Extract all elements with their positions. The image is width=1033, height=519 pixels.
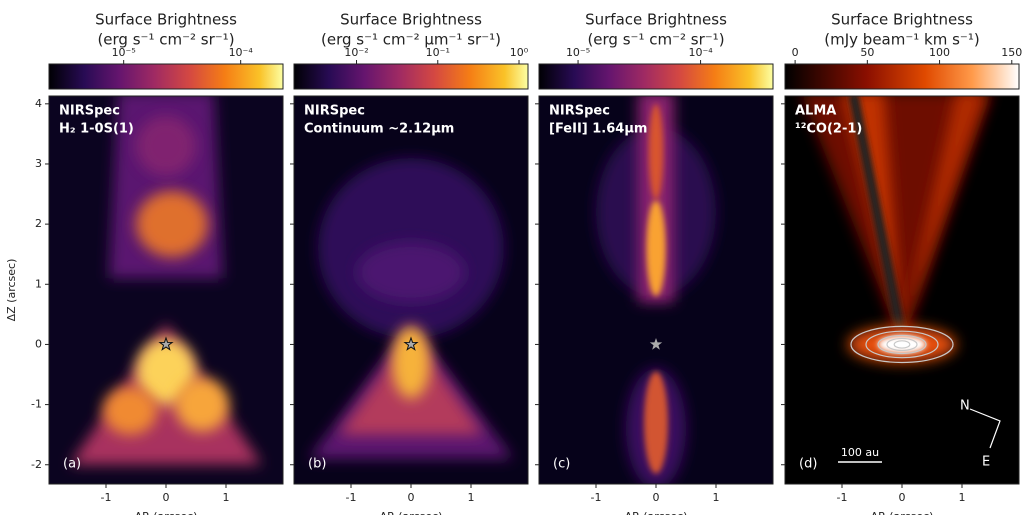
emission bbox=[644, 372, 668, 474]
panel-label: (d) bbox=[799, 457, 817, 472]
image bbox=[539, 92, 773, 489]
emission bbox=[649, 104, 663, 200]
panel-label: (c) bbox=[553, 457, 570, 472]
y-tick-label: 3 bbox=[35, 157, 42, 170]
x-tick-label: 0 bbox=[899, 491, 906, 504]
emission bbox=[103, 387, 157, 435]
panel: ALMA ¹²CO(2-1) (d) 100 au N E -1 0 1 ΔR (arcsec) 0… bbox=[781, 11, 1022, 516]
colorbar-title: Surface Brightness bbox=[340, 11, 482, 29]
x-tick-label: -1 bbox=[101, 491, 112, 504]
colorbar-tick-label: 150 bbox=[1001, 46, 1022, 59]
colorbar bbox=[539, 64, 773, 89]
x-axis-label: ΔR (arcsec) bbox=[625, 510, 688, 515]
panel-title: NIRSpec bbox=[59, 104, 120, 119]
panel-title: NIRSpec bbox=[549, 104, 610, 119]
colorbar bbox=[49, 64, 283, 89]
x-tick-label: 1 bbox=[468, 491, 475, 504]
x-tick-label: 1 bbox=[223, 491, 230, 504]
colorbar-title: (erg s⁻¹ cm⁻² sr⁻¹) bbox=[587, 31, 724, 49]
x-tick-label: 0 bbox=[408, 491, 415, 504]
colorbar bbox=[294, 64, 528, 89]
y-tick-label: 4 bbox=[35, 97, 42, 110]
x-tick-label: 0 bbox=[163, 491, 170, 504]
scale-bar-label: 100 au bbox=[841, 446, 879, 459]
x-tick-label: 1 bbox=[959, 491, 966, 504]
panel-title: ALMA bbox=[795, 104, 836, 119]
emission bbox=[175, 378, 229, 432]
colorbar-title: (mJy beam⁻¹ km s⁻¹) bbox=[824, 31, 979, 49]
y-tick-label: 1 bbox=[35, 277, 42, 290]
y-tick-label: 2 bbox=[35, 217, 42, 230]
colorbar-title: (erg s⁻¹ cm⁻² μm⁻¹ sr⁻¹) bbox=[321, 31, 501, 49]
panel: NIRSpec Continuum ~2.12μm (b) -1 0 1 ΔR (arcse… bbox=[290, 11, 529, 516]
colorbar-title: Surface Brightness bbox=[585, 11, 727, 29]
colorbar-title: Surface Brightness bbox=[831, 11, 973, 29]
y-tick-label: 0 bbox=[35, 337, 42, 350]
panel: NIRSpec[FeII] 1.64μm(c)-101ΔR (arcsec)10… bbox=[535, 11, 773, 516]
colorbar-title: Surface Brightness bbox=[95, 11, 237, 29]
x-tick-label: 0 bbox=[653, 491, 660, 504]
figure: NIRSpec H₂ 1-0S(1) (a) -1 0 1 -2 -1 0 1 2 3 4 ΔR (arc… bbox=[0, 0, 1033, 515]
panel-title: H₂ 1-0S(1) bbox=[59, 122, 134, 137]
y-tick-label: -1 bbox=[31, 398, 42, 411]
colorbar bbox=[785, 64, 1019, 89]
x-tick-label: 1 bbox=[713, 491, 720, 504]
panel-title: Continuum ~2.12μm bbox=[304, 122, 454, 137]
colorbar-title: (erg s⁻¹ cm⁻² sr⁻¹) bbox=[97, 31, 234, 49]
colorbar-tick-label: 0 bbox=[792, 46, 799, 59]
image bbox=[49, 92, 283, 484]
image bbox=[294, 96, 528, 484]
compass-east: E bbox=[982, 455, 990, 470]
panel-title: ¹²CO(2-1) bbox=[795, 122, 862, 137]
panel-label: (b) bbox=[308, 457, 326, 472]
x-tick-label: -1 bbox=[346, 491, 357, 504]
x-axis-label: ΔR (arcsec) bbox=[871, 510, 934, 515]
x-tick-label: -1 bbox=[837, 491, 848, 504]
emission bbox=[646, 200, 665, 296]
panel-title: NIRSpec bbox=[304, 104, 365, 119]
x-axis-label: ΔR (arcsec) bbox=[380, 510, 443, 515]
panel-title: [FeII] 1.64μm bbox=[549, 122, 647, 137]
x-tick-label: -1 bbox=[591, 491, 602, 504]
colorbar-tick-label: 10⁰ bbox=[510, 46, 529, 59]
emission bbox=[357, 242, 465, 302]
emission bbox=[136, 116, 196, 176]
emission bbox=[136, 191, 208, 257]
image bbox=[785, 92, 1019, 484]
y-axis-label: ΔZ (arcsec) bbox=[5, 259, 18, 322]
compass-north: N bbox=[960, 399, 970, 414]
panel: NIRSpec H₂ 1-0S(1) (a) -1 0 1 -2 -1 0 1 2 3 4 ΔR (arc… bbox=[5, 11, 283, 516]
x-axis-label: ΔR (arcsec) bbox=[135, 510, 198, 515]
y-tick-label: -2 bbox=[31, 458, 42, 471]
panel-label: (a) bbox=[63, 457, 81, 472]
